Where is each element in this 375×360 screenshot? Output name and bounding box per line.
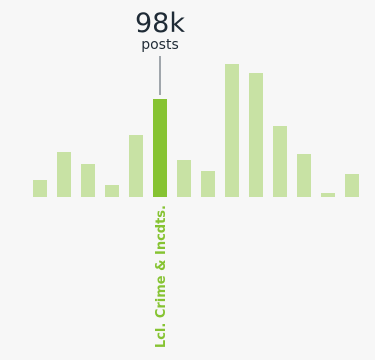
bar[interactable] xyxy=(249,73,263,197)
bar[interactable] xyxy=(33,180,47,197)
bar[interactable] xyxy=(225,64,239,197)
callout-unit: posts xyxy=(141,37,179,53)
bar[interactable] xyxy=(105,185,119,197)
bar[interactable] xyxy=(81,164,95,197)
callout-value: 98k xyxy=(135,8,185,39)
bar[interactable] xyxy=(57,152,71,197)
bar[interactable] xyxy=(129,135,143,197)
bar-highlighted[interactable] xyxy=(153,99,167,197)
highlighted-category-label: Lcl. Crime & Incdts. xyxy=(154,205,169,348)
bar[interactable] xyxy=(177,160,191,197)
bars-group xyxy=(33,64,359,197)
bar[interactable] xyxy=(297,154,311,197)
bar[interactable] xyxy=(321,193,335,197)
bar[interactable] xyxy=(345,174,359,197)
bar[interactable] xyxy=(273,126,287,197)
bar[interactable] xyxy=(201,171,215,197)
